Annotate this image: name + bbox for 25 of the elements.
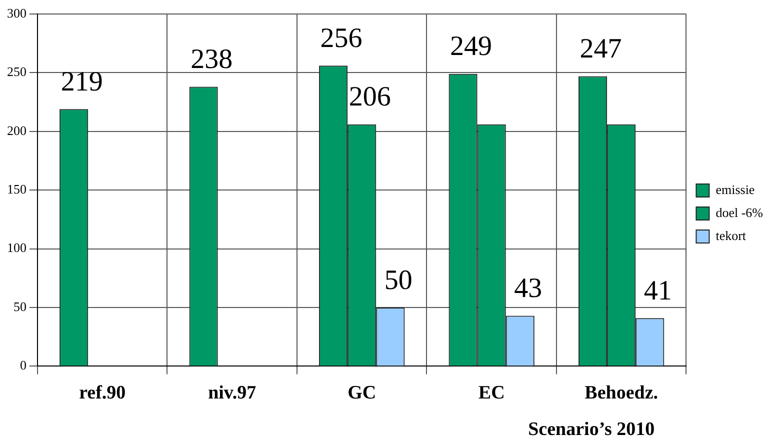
data-label: 206 [348,82,391,113]
y-tick-label: 100 [7,240,26,256]
data-label: 256 [320,23,362,54]
data-label: 238 [190,44,233,76]
text: Scenario’s 2010 [528,419,655,440]
x-tick-label: GC [348,382,376,404]
legend-label: tekort [716,228,746,243]
y-tick-label: 200 [7,122,26,138]
data-label: 43 [514,273,542,304]
data-label: 50 [384,264,412,296]
legend-label: emissie [716,182,755,197]
y-tick-label: 50 [14,298,26,314]
y-tick-label: 250 [7,64,26,80]
x-tick-label: Behoedz. [584,382,658,404]
y-tick-label: 0 [20,358,26,373]
data-label: 247 [580,34,622,65]
y-tick-label: 300 [7,5,26,20]
x-tick-label: ref.90 [79,382,126,404]
legend-label: doel -6% [716,204,764,220]
x-tick-label: EC [478,382,505,404]
y-tick-label: 150 [7,182,26,197]
data-label: 249 [450,31,492,62]
data-label: 41 [644,275,672,306]
data-label: 219 [60,66,103,98]
x-tick-label: niv.97 [208,382,257,404]
